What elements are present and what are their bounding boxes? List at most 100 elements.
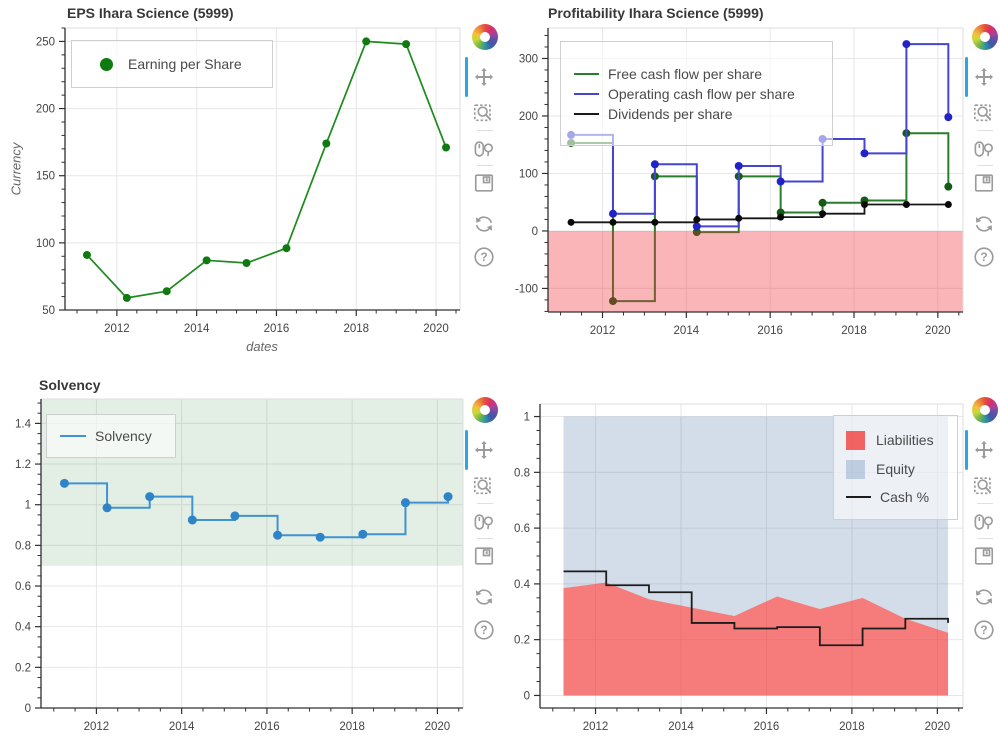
y-tick-label: 0.2 <box>15 662 31 674</box>
data-point-marker <box>860 200 868 208</box>
eps-plot-canvas[interactable]: 50 100 150 200 250 2012 2014 2016 2018 2020 <box>0 0 500 373</box>
wheel-zoom-tool-button[interactable] <box>473 511 499 537</box>
y-tick-label: 200 <box>519 111 538 123</box>
data-point-marker <box>777 213 785 221</box>
wheel-zoom-tool-button[interactable] <box>973 138 999 164</box>
save-icon <box>474 174 494 192</box>
legend-marker-solvency <box>60 435 86 437</box>
save-tool-button[interactable] <box>473 172 499 198</box>
legend-item: Operating cash flow per share <box>574 86 832 102</box>
x-tick-label: 2012 <box>590 325 616 337</box>
data-point-marker <box>693 215 701 223</box>
reset-tool-button[interactable] <box>473 586 499 612</box>
eps-chart: 50 100 150 200 250 2012 2014 2016 2018 2020 EPS I… <box>0 0 500 373</box>
x-tick-label: 2020 <box>925 721 951 733</box>
toolbar-divider <box>977 129 993 131</box>
eps-legend: Earning per Share <box>71 40 273 88</box>
help-tool-button[interactable]: ? <box>973 619 999 645</box>
data-point-marker <box>902 40 911 49</box>
help-tool-button[interactable]: ? <box>473 619 499 645</box>
data-point-marker <box>362 37 371 46</box>
profitability-plot-canvas[interactable]: -100 0 100 200 300 2012 2014 2016 2018 2020 <box>500 0 1000 373</box>
y-tick-label: 0.4 <box>15 622 32 634</box>
x-tick-label: 2016 <box>754 721 780 733</box>
data-point-marker <box>242 259 251 267</box>
legend-label: Cash % <box>880 488 930 505</box>
wheel-zoom-tool-button[interactable] <box>973 511 999 537</box>
x-tick-label: 2018 <box>839 721 865 733</box>
help-tool-button[interactable]: ? <box>973 246 999 272</box>
bokeh-logo[interactable] <box>972 397 998 423</box>
box-zoom-icon <box>474 477 492 495</box>
pan-tool-button[interactable] <box>473 439 499 465</box>
x-tick-label: 2018 <box>339 721 365 733</box>
data-point-marker <box>162 287 171 296</box>
solvency-plot-canvas[interactable]: 0 0.2 0.4 0.6 0.8 1 1.2 1.4 2012 2014 2016 2018 2020 <box>0 373 500 745</box>
solvency-chart-title: Solvency <box>39 377 101 393</box>
save-tool-button[interactable] <box>973 545 999 571</box>
reset-tool-button[interactable] <box>973 586 999 612</box>
help-tool-button[interactable]: ? <box>473 246 499 272</box>
bokeh-logo[interactable] <box>472 397 498 423</box>
y-axis-label-currency: Currency <box>8 142 24 196</box>
legend-item: Earning per Share <box>100 56 272 72</box>
balance-legend: Liabilities Equity Cash % <box>833 415 958 520</box>
save-tool-button[interactable] <box>473 545 499 571</box>
bokeh-logo[interactable] <box>472 24 498 50</box>
legend-label: Liabilities <box>876 432 934 448</box>
bokeh-logo-hole <box>980 32 990 42</box>
y-tick-label: 0.6 <box>15 581 31 593</box>
box-zoom-tool-button[interactable] <box>473 102 499 128</box>
data-point-marker <box>944 182 953 191</box>
data-point-marker <box>735 214 743 222</box>
box-zoom-tool-button[interactable] <box>973 475 999 501</box>
y-tick-label: 0 <box>524 690 530 702</box>
legend-label: Dividends per share <box>608 105 733 122</box>
legend-marker-cash- <box>846 495 871 498</box>
bokeh-logo-hole <box>480 405 490 415</box>
pan-tool-button[interactable] <box>973 66 999 92</box>
box-zoom-tool-button[interactable] <box>473 475 499 501</box>
pan-tool-button[interactable] <box>973 439 999 465</box>
x-tick-label: 2016 <box>254 721 280 733</box>
x-axis-label-dates: dates <box>246 339 278 354</box>
save-icon <box>974 174 994 192</box>
help-icon: ? <box>974 247 994 267</box>
solvency-legend: Solvency <box>46 414 176 458</box>
wheel-zoom-icon <box>474 514 493 530</box>
wheel-zoom-tool-button[interactable] <box>473 138 499 164</box>
reset-tool-button[interactable] <box>973 213 999 239</box>
x-tick-label: 2016 <box>757 325 783 337</box>
legend-label: Earning per Share <box>128 56 242 72</box>
data-point-marker <box>59 478 69 488</box>
eps-chart-title: EPS Ihara Science (5999) <box>67 5 234 21</box>
data-point-marker <box>692 222 701 231</box>
wheel-zoom-icon <box>974 514 993 530</box>
data-point-marker <box>102 503 112 513</box>
earning-per-share-line <box>86 40 447 299</box>
legend-label: Free cash flow per share <box>608 65 763 82</box>
legend-label: Equity <box>876 461 915 477</box>
x-tick-label: 2020 <box>423 323 449 335</box>
reference-band <box>548 230 963 312</box>
y-tick-label: 0.8 <box>15 540 31 552</box>
wheel-zoom-icon <box>474 141 493 157</box>
y-tick-label: 0.6 <box>514 523 530 535</box>
data-point-marker <box>202 256 211 265</box>
box-zoom-tool-button[interactable] <box>973 102 999 128</box>
legend-marker-free-cash-flow-per-share <box>574 72 599 75</box>
svg-text:?: ? <box>480 250 487 264</box>
y-tick-label: 0.4 <box>514 579 531 591</box>
save-tool-button[interactable] <box>973 172 999 198</box>
data-point-marker <box>230 511 240 521</box>
bokeh-logo[interactable] <box>972 24 998 50</box>
x-tick-label: 2018 <box>841 325 867 337</box>
pan-tool-button[interactable] <box>473 66 499 92</box>
reset-tool-button[interactable] <box>473 213 499 239</box>
bokeh-logo-hole <box>480 32 490 42</box>
data-point-marker <box>608 297 617 306</box>
data-point-marker <box>651 218 659 226</box>
toolbar-divider <box>977 502 993 504</box>
legend-item: Solvency <box>60 428 175 444</box>
